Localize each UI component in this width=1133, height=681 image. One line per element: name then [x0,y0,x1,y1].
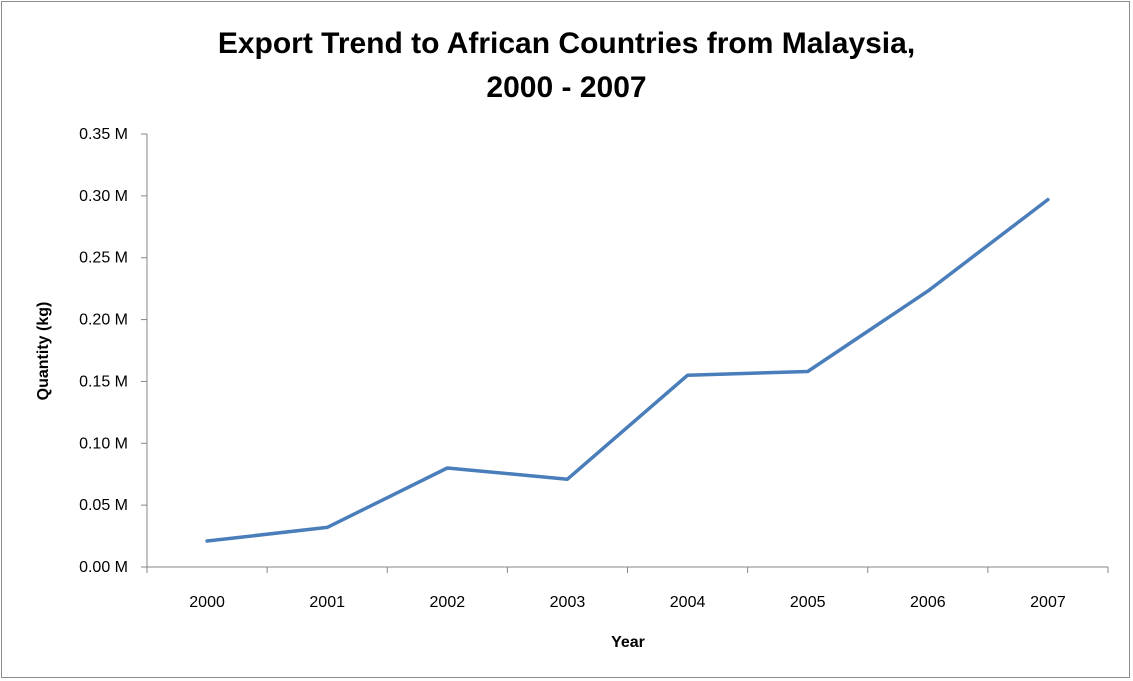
data-point [687,374,689,376]
y-tick-label: 0.10 M [79,435,128,452]
y-tick-label: 0.25 M [79,250,128,267]
data-point [807,371,809,373]
data-point [446,467,448,469]
y-tick-label: 0.15 M [79,373,128,390]
x-tick-label: 2004 [670,594,706,611]
y-tick-label: 0.30 M [79,188,128,205]
y-tick-label: 0.20 M [79,312,128,329]
y-axis-ticks: 0.00 M 0.05 M 0.10 M 0.15 M 0.20 M 0.25 M 0.30… [79,126,147,576]
data-point [927,290,929,292]
chart-title: Export Trend to African Countries from M… [0,22,1133,110]
x-tick-label: 2007 [1030,594,1066,611]
y-tick-label: 0.05 M [79,497,128,514]
chart-title-line-2: 2000 - 2007 [486,71,647,104]
x-tick-label: 2001 [309,594,345,611]
x-axis-title: Year [611,634,645,651]
y-tick-label: 0.00 M [79,559,128,576]
x-tick-label: 2002 [430,594,466,611]
y-tick-label: 0.35 M [79,126,128,143]
data-point [206,540,208,542]
x-axis-ticks: 2000 2001 2002 2003 2004 2005 2006 2007 [146,567,1109,611]
data-point [1047,199,1049,201]
x-tick-label: 2005 [790,594,826,611]
series-layer [205,197,1050,543]
axes [146,134,1108,568]
y-axis-title: Quantity (kg) [35,302,52,401]
x-tick-label: 2006 [910,594,946,611]
data-point [566,478,568,480]
series-line [205,197,1050,543]
x-tick-label: 2000 [189,594,225,611]
data-point [326,526,328,528]
x-tick-label: 2003 [550,594,586,611]
chart-title-line-1: Export Trend to African Countries from M… [217,27,916,60]
